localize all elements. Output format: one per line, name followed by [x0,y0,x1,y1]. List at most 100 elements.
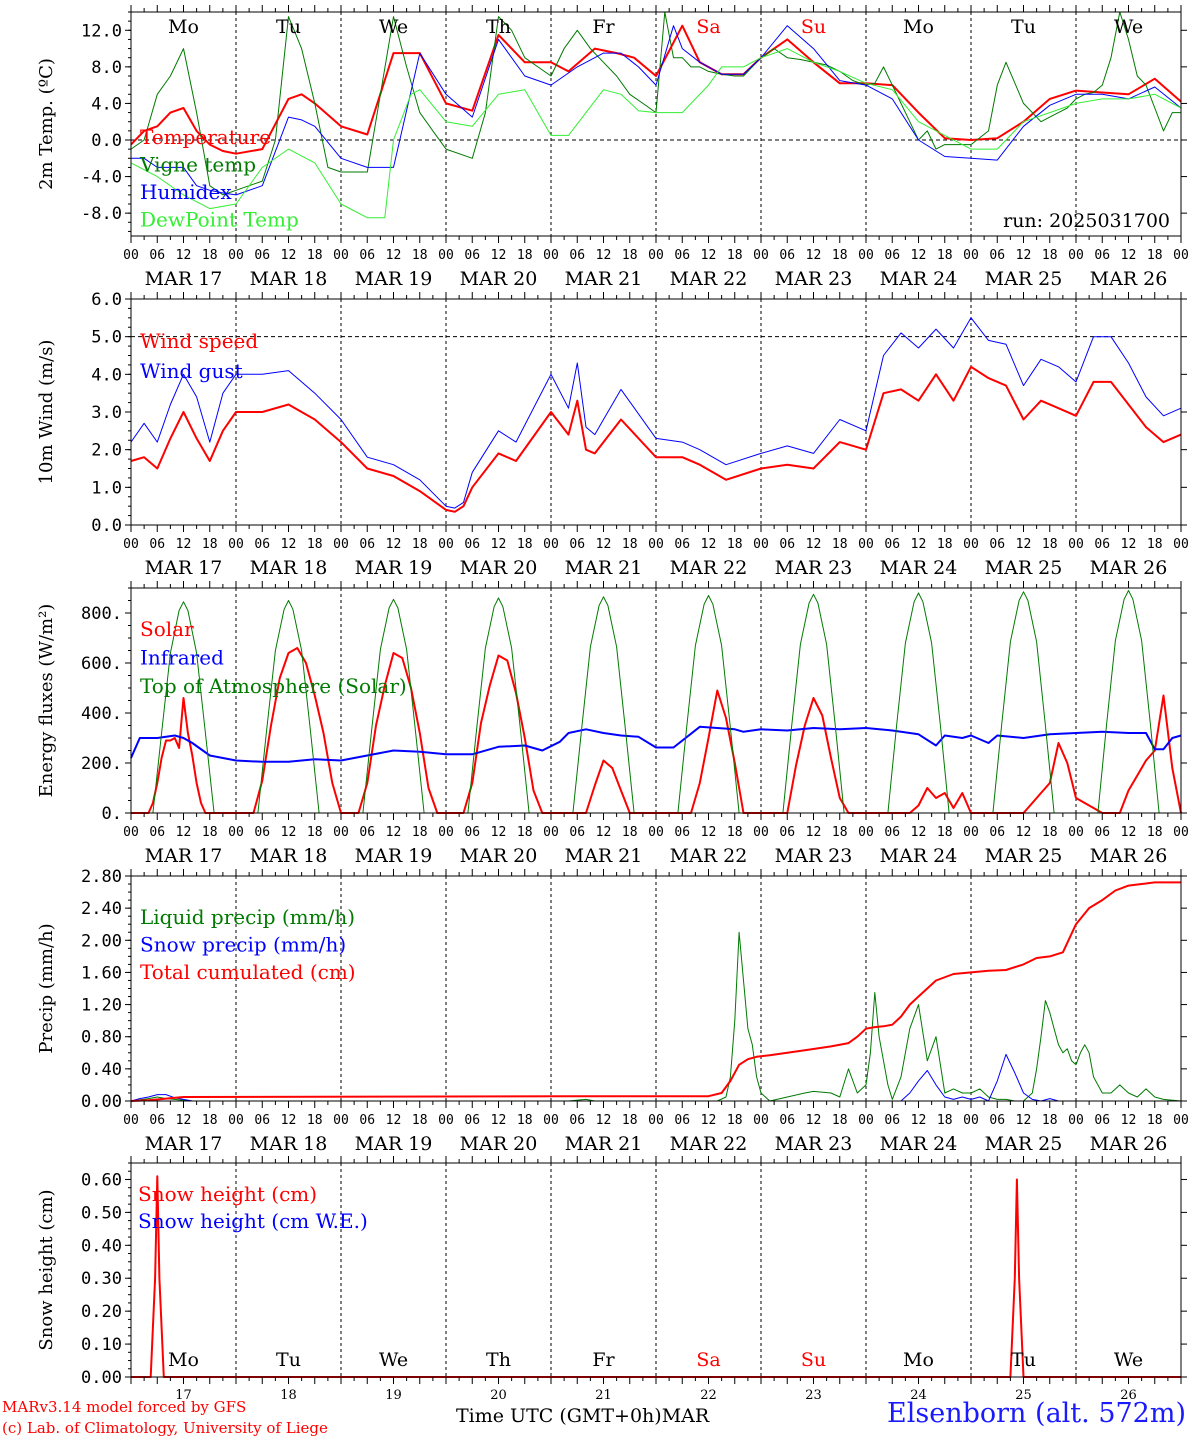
hour-tick-label: 18 [727,1113,743,1128]
hour-tick-label: 00 [228,1113,244,1128]
y-tick-label: -8.0 [81,204,122,224]
hour-tick-label: 00 [963,1113,979,1128]
hour-tick-label: 18 [937,248,953,263]
weekday-label: Fr [592,1349,615,1371]
series-infrared [130,725,1182,763]
hour-tick-label: 00 [333,825,349,840]
weekday-label: Mo [903,1349,934,1371]
date-label: MAR 24 [880,557,958,579]
hour-tick-label: 12 [1121,248,1137,263]
hour-tick-label: 18 [832,248,848,263]
date-label: MAR 24 [880,1133,958,1155]
hour-tick-label: 12 [701,248,717,263]
y-axis-title: Energy fluxes (W/m²) [36,604,57,798]
weekday-label: Mo [168,1349,199,1371]
legend-entry: Temperature [140,125,271,149]
hour-tick-label: 00 [333,248,349,263]
hour-tick-label: 18 [622,825,638,840]
hour-tick-label: 12 [1016,1113,1032,1128]
date-label: MAR 22 [670,1133,748,1155]
series-snow-precip-mm-h- [130,1053,1181,1102]
day-number-label: 18 [280,1388,297,1403]
y-axis-title: 2m Temp. (ºC) [36,58,57,190]
hour-tick-label: 12 [386,537,402,552]
weekday-label: Mo [903,16,934,38]
weekday-label: Th [486,16,511,38]
hour-tick-label: 18 [412,1113,428,1128]
hour-tick-label: 00 [963,825,979,840]
series-total-cumulated-cm- [130,881,1181,1102]
hour-tick-label: 00 [333,537,349,552]
date-label: MAR 22 [670,845,748,867]
weekday-label: We [379,1349,408,1371]
hour-tick-label: 18 [832,1113,848,1128]
hour-tick-label: 00 [543,248,559,263]
hour-tick-label: 00 [753,1113,769,1128]
hour-tick-label: 06 [254,248,270,263]
hour-tick-label: 12 [176,1113,192,1128]
date-label: MAR 23 [775,268,853,290]
day-number-label: 23 [805,1388,822,1403]
series-vigne-temp [130,11,1181,196]
hour-tick-label: 00 [1173,248,1189,263]
hour-tick-label: 12 [281,248,297,263]
hour-tick-label: 06 [674,825,690,840]
plot-frame [130,587,1182,814]
hour-tick-label: 06 [254,825,270,840]
hour-tick-label: 00 [648,825,664,840]
date-label: MAR 25 [985,557,1063,579]
date-label: MAR 21 [565,1133,643,1155]
hour-tick-label: 00 [858,537,874,552]
series-humidex [131,25,1182,196]
date-label: MAR 19 [355,1133,433,1155]
hour-tick-label: 12 [701,825,717,840]
y-tick-label: 3.0 [91,403,122,423]
hour-tick-label: 00 [438,537,454,552]
hour-tick-label: 06 [149,1113,165,1128]
hour-tick-label: 06 [779,825,795,840]
hour-tick-label: 00 [123,825,139,840]
y-tick-label: 1.20 [81,996,122,1016]
date-label: MAR 19 [355,557,433,579]
hour-tick-label: 12 [596,1113,612,1128]
date-label: MAR 23 [775,557,853,579]
hour-tick-label: 18 [1147,1113,1163,1128]
hour-tick-label: 18 [937,825,953,840]
hour-tick-label: 00 [648,537,664,552]
hour-tick-label: 12 [281,537,297,552]
y-tick-label: 0.00 [81,1368,122,1388]
hour-tick-label: 00 [648,1113,664,1128]
hour-tick-label: 18 [832,537,848,552]
hour-tick-label: 18 [307,248,323,263]
hour-tick-label: 06 [1094,1113,1110,1128]
date-label: MAR 18 [250,268,328,290]
series-temperature [130,24,1182,155]
hour-tick-label: 00 [438,248,454,263]
weekday-label: Su [801,1349,826,1371]
day-number-label: 19 [385,1388,402,1403]
weekday-label: Tu [276,16,301,38]
y-tick-label: 400. [81,704,122,724]
date-label: MAR 21 [565,557,643,579]
legend-entry: DewPoint Temp [140,208,299,232]
date-label: MAR 20 [460,557,538,579]
date-label: MAR 19 [355,845,433,867]
y-tick-label: 600. [81,654,122,674]
hour-tick-label: 06 [149,248,165,263]
hour-tick-label: 12 [386,248,402,263]
hour-tick-label: 06 [254,1113,270,1128]
hour-tick-label: 18 [307,825,323,840]
series-top-of-atmosphere-solar- [131,590,1181,814]
hour-tick-label: 06 [254,537,270,552]
day-number-label: 26 [1120,1388,1137,1403]
hour-tick-label: 12 [911,1113,927,1128]
hour-tick-label: 00 [963,537,979,552]
date-label: MAR 18 [250,1133,328,1155]
date-label: MAR 19 [355,268,433,290]
hour-tick-label: 00 [123,1113,139,1128]
y-tick-label: 800. [81,604,122,624]
legend-entry: Wind speed [140,329,258,353]
time-axis-caption: Time UTC (GMT+0h)MAR [456,1405,709,1427]
hour-tick-label: 12 [491,248,507,263]
hour-tick-label: 06 [359,1113,375,1128]
